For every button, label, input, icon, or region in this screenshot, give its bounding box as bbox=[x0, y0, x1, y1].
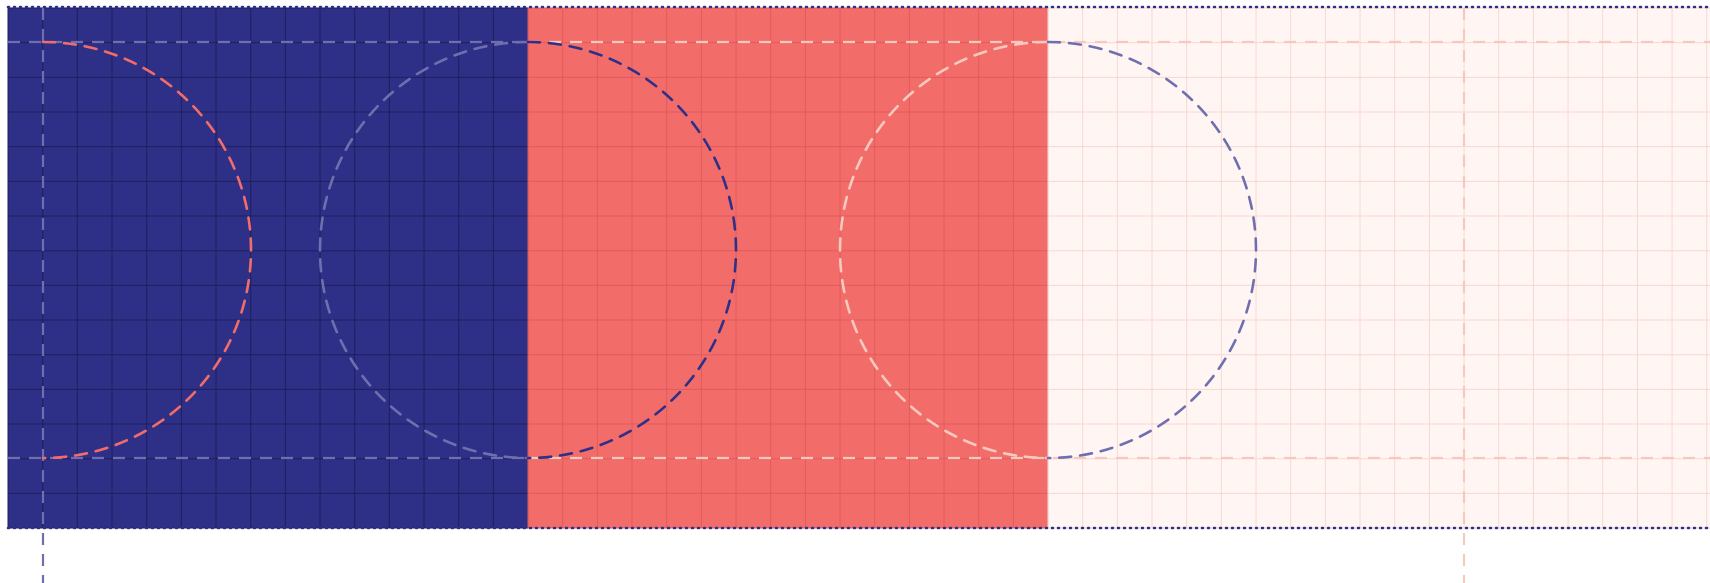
dashed-guide-lines bbox=[8, 8, 1710, 583]
navy-panel bbox=[8, 8, 528, 528]
cream-right-arc bbox=[1046, 40, 1258, 460]
coral-right-arc bbox=[41, 40, 253, 460]
cream-panel bbox=[1048, 8, 1710, 528]
coral-left-arc bbox=[838, 40, 1050, 460]
navy-right-arc bbox=[526, 40, 738, 460]
navy-left-arc bbox=[318, 40, 530, 460]
coral-panel bbox=[528, 8, 1048, 528]
